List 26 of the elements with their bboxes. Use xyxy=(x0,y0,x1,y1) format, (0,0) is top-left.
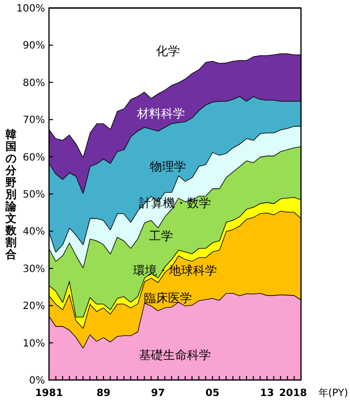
y-tick-label: 10% xyxy=(22,338,45,350)
y-tick-label: 40% xyxy=(22,226,45,238)
y-tick-label: 20% xyxy=(22,301,45,312)
x-tick-label: 2018 xyxy=(279,388,307,399)
series-label: 工学 xyxy=(149,229,174,244)
series-label: 化学 xyxy=(156,44,180,58)
y-tick-label: 0% xyxy=(29,376,45,386)
y-tick-label: 90% xyxy=(22,40,45,52)
x-tick-label: 1981 xyxy=(35,388,63,399)
x-tick-label: 05 xyxy=(206,388,220,399)
series-label: 計算機・数学 xyxy=(138,196,211,210)
x-axis-title: 年(PY) xyxy=(318,387,348,399)
series-label: 臨床医学 xyxy=(144,290,192,305)
x-tick-label: 89 xyxy=(96,388,110,399)
series-label: 基礎生命科学 xyxy=(138,348,211,362)
x-tick-label: 97 xyxy=(151,388,165,399)
text: 韓国の分野別論文数割合 xyxy=(6,128,16,261)
y-tick-label: 100% xyxy=(16,4,45,14)
x-tick-label: 13 xyxy=(260,388,274,399)
series-label: 物理学 xyxy=(150,159,186,174)
y-tick-label: 70% xyxy=(22,115,45,126)
y-tick-label: 50% xyxy=(22,190,45,200)
y-tick-label: 80% xyxy=(22,78,45,89)
series-label: 材料科学 xyxy=(136,106,186,121)
y-tick-label: 30% xyxy=(22,264,45,275)
y-tick-label: 60% xyxy=(22,152,45,164)
